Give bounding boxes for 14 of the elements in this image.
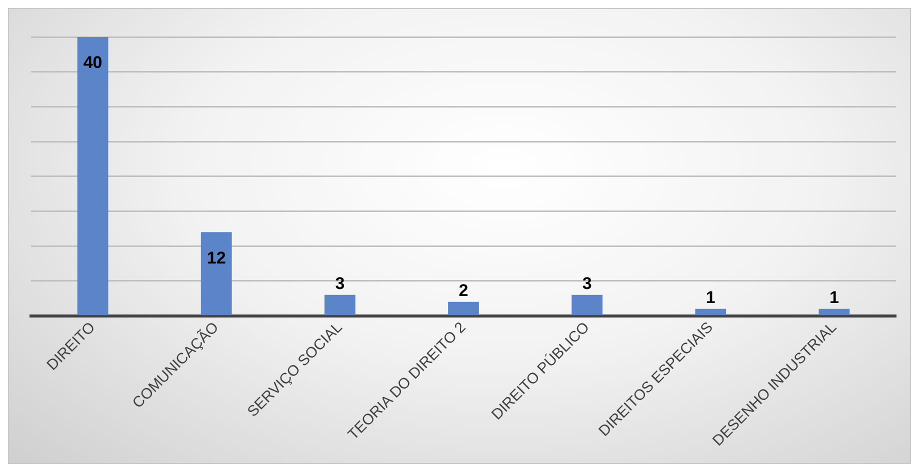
- data-label: 12: [206, 248, 226, 268]
- data-label: 3: [582, 274, 592, 294]
- bar: [200, 232, 232, 316]
- data-label: 2: [458, 281, 468, 300]
- data-label: 3: [335, 274, 345, 294]
- data-label: 1: [829, 288, 839, 308]
- data-label: 40: [83, 53, 102, 72]
- data-label: 1: [706, 288, 716, 308]
- bar: [324, 294, 356, 316]
- bar: [77, 37, 108, 316]
- bar: [448, 302, 479, 316]
- bar: [572, 294, 603, 316]
- bar: [695, 308, 726, 316]
- bar: [818, 308, 850, 316]
